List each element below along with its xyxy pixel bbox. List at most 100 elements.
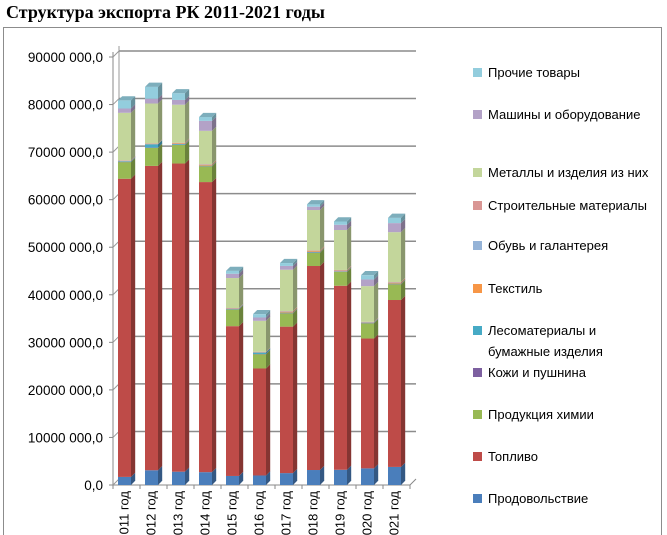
bar-segment-side — [158, 466, 163, 485]
bar-segment-side — [293, 258, 298, 266]
bar-segment-side — [401, 213, 406, 224]
bar-segment-side — [266, 349, 271, 355]
bar-segment-side — [185, 139, 190, 144]
bar-segment-side — [239, 321, 244, 476]
legend-label: Металлы и изделия из них — [488, 165, 649, 180]
bar-segment-side — [293, 261, 298, 270]
legend-item: Текстиль — [470, 278, 660, 299]
legend-swatch — [473, 284, 482, 293]
bar-segment-side — [266, 348, 271, 354]
legend-label: Продукция химии — [488, 407, 594, 422]
bar-segment — [118, 162, 131, 179]
bar-segment-side — [374, 464, 379, 485]
bar-segment — [253, 317, 266, 321]
bar-segment — [145, 165, 158, 471]
legend-item: Машины и оборудование — [470, 104, 660, 125]
bar-segment — [199, 117, 212, 121]
bar-segment-side — [131, 174, 136, 477]
bar-segment-side — [374, 270, 379, 280]
bar-segment-side — [212, 112, 217, 121]
legend-swatch — [473, 110, 482, 119]
bar-segment — [172, 471, 185, 485]
y-tick-label: 50000 000,0 — [28, 240, 103, 255]
bar-segment-side — [320, 246, 325, 252]
bar-top — [334, 217, 352, 222]
bar-segment-side — [320, 246, 325, 251]
bar-segment — [334, 224, 347, 231]
legend-swatch — [473, 326, 482, 335]
legend-label: Кожи и пушнина — [488, 365, 586, 380]
bar-segment-side — [347, 267, 352, 272]
bar-segment — [280, 313, 293, 327]
bar-segment — [145, 103, 158, 144]
y-tick-label: 20000 000,0 — [28, 383, 103, 398]
x-tick-label: 2018 год — [306, 491, 321, 535]
bar-segment-side — [320, 202, 325, 211]
bar-segment — [361, 323, 374, 339]
x-tick-label: 2015 год — [225, 491, 240, 535]
bar-top — [226, 266, 244, 271]
bar-segment-side — [401, 280, 406, 301]
bar-segment-side — [239, 471, 244, 485]
bar-segment-side — [266, 316, 271, 352]
bar-top — [172, 89, 190, 94]
bar-segment-side — [131, 472, 136, 485]
bar-top — [307, 200, 325, 205]
bar-segment — [307, 206, 320, 211]
bar-segment-side — [293, 468, 298, 485]
legend-swatch — [473, 168, 482, 177]
legend-label: Обувь и галантерея — [488, 238, 609, 253]
bar-segment-side — [239, 303, 244, 309]
bar-segment-side — [131, 156, 136, 162]
bar-segment — [388, 466, 401, 485]
bar-segment-side — [239, 305, 244, 310]
bar-segment — [334, 230, 347, 270]
bar-segment-side — [185, 140, 190, 164]
legend-label: Машины и оборудование — [488, 107, 641, 122]
bar-segment-side — [158, 161, 163, 471]
bar-segment-side — [320, 205, 325, 251]
bar-segment-side — [158, 139, 163, 145]
legend-swatch — [473, 241, 482, 250]
bar-segment-side — [320, 246, 325, 252]
bar-segment-side — [131, 96, 136, 109]
bar-segment-side — [401, 278, 406, 284]
bar-segment-side — [374, 281, 379, 322]
legend-item: Обувь и галантерея — [470, 235, 660, 256]
bar-segment-side — [347, 266, 352, 271]
bar-segment — [307, 210, 320, 251]
bar-top — [388, 213, 406, 218]
bar-segment-side — [374, 318, 379, 324]
bar-top — [280, 258, 298, 264]
bar-segment-side — [239, 305, 244, 327]
bar-segment-side — [212, 177, 217, 473]
bar-segment-side — [374, 319, 379, 339]
bar-stack — [145, 82, 163, 485]
bar-segment — [145, 98, 158, 104]
bar-segment — [118, 108, 131, 113]
legend-item: Продукция химии — [470, 404, 660, 425]
bar-segment-side — [374, 317, 379, 323]
bar-segment-side — [266, 309, 271, 318]
bar-stack — [172, 89, 190, 485]
legend-swatch — [473, 494, 482, 503]
bar-segment-side — [185, 89, 190, 100]
bar-segment — [145, 144, 158, 148]
bar-segment — [388, 223, 401, 233]
bar-segment — [334, 469, 347, 485]
bar-segment-side — [293, 308, 298, 314]
bar-segment — [280, 326, 293, 474]
bar-top — [253, 309, 271, 315]
bar-segment-side — [401, 279, 406, 285]
bar-segment-side — [266, 347, 271, 353]
x-tick-label: 2012 год — [144, 491, 159, 535]
bar-segment-side — [320, 465, 325, 485]
bar-segment — [199, 164, 212, 166]
bar-segment — [199, 472, 212, 485]
legend-label: Прочие товары — [488, 65, 580, 80]
bar-stack — [280, 258, 298, 485]
bar-segment-side — [347, 217, 352, 225]
y-tick-label: 30000 000,0 — [28, 335, 103, 350]
y-tick-label: 40000 000,0 — [28, 288, 103, 303]
